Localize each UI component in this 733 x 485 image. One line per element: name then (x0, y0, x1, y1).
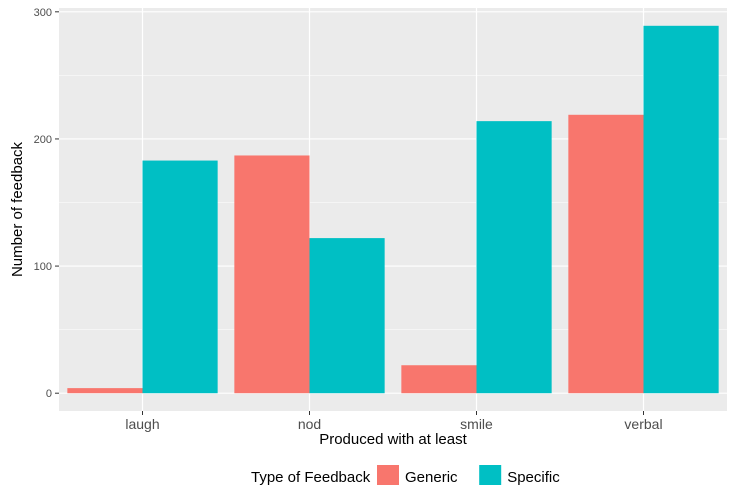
x-axis-title: Produced with at least (319, 431, 467, 448)
x-axis: laugh nod smile verbal (125, 411, 663, 432)
y-tick-label: 200 (34, 134, 52, 146)
x-tick-label: nod (298, 416, 321, 432)
x-tick-label: smile (460, 416, 493, 432)
legend-label-specific: Specific (507, 469, 560, 485)
bar-specific-laugh (142, 160, 218, 394)
y-tick-label: 0 (46, 388, 52, 400)
bar-specific-smile (476, 121, 552, 394)
bar-specific-nod (309, 238, 385, 394)
bar-generic-verbal (568, 114, 644, 394)
y-tick-label: 300 (34, 7, 52, 19)
y-axis: 0 100 200 300 (34, 7, 59, 400)
bar-generic-nod (234, 155, 310, 394)
bar-generic-smile (401, 365, 477, 394)
bar-generic-laugh (67, 388, 143, 394)
legend: Type of Feedback Generic Specific (251, 465, 560, 485)
y-axis-title: Number of feedback (9, 141, 26, 277)
legend-key-specific (479, 465, 502, 485)
legend-label-generic: Generic (405, 469, 458, 485)
y-tick-label: 100 (34, 261, 52, 273)
legend-key-generic (377, 465, 399, 485)
bar-specific-verbal (643, 25, 719, 394)
x-tick-label: verbal (624, 416, 662, 432)
legend-title: Type of Feedback (251, 469, 371, 485)
x-tick-label: laugh (125, 416, 159, 432)
bars (67, 25, 719, 394)
